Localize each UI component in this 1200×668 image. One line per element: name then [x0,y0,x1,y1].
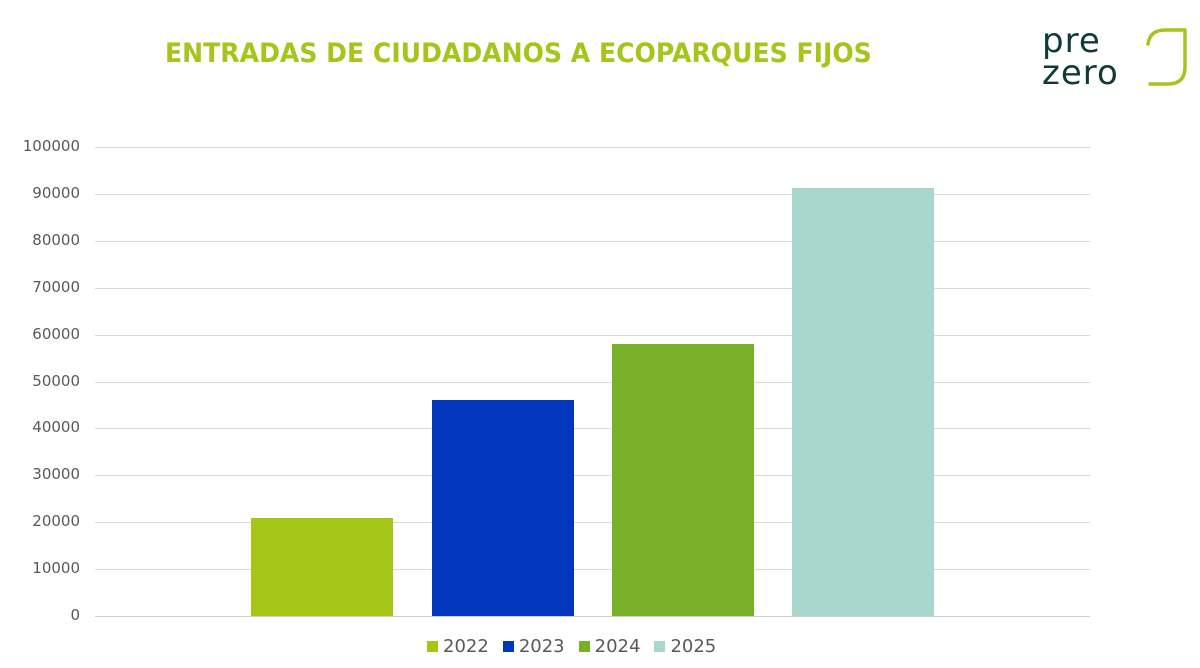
legend-item-2022[interactable]: 2022 [427,636,489,657]
y-tick-label: 60000 [32,324,80,343]
logo-text-zero: zero [1042,53,1119,92]
legend-item-2025[interactable]: 2025 [654,636,716,657]
gridline [95,428,1090,430]
y-tick-label: 40000 [32,418,80,437]
gridline [95,616,1090,617]
bar-2025[interactable] [792,187,934,616]
bar-2022[interactable] [251,518,393,616]
logo-text-pre: pre [1042,22,1101,61]
gridline [95,147,1090,148]
y-tick-label: 10000 [32,559,80,578]
legend-item-2023[interactable]: 2023 [502,636,565,657]
legend: 2022 2023 2024 2025 [427,636,730,657]
y-tick-label: 90000 [32,183,80,202]
gridline [95,569,1090,571]
gridline [95,240,1090,242]
legend-label: 2024 [594,636,641,657]
legend-swatch-icon [578,641,590,652]
legend-label: 2025 [670,636,717,657]
gridline [95,475,1090,477]
legend-label: 2022 [443,636,489,657]
legend-swatch-icon [654,641,666,652]
gridline [95,334,1090,336]
logo-leaf-icon [1146,28,1187,86]
gridline [95,287,1090,289]
chart-title: ENTRADAS DE CIUDADANOS A ECOPARQUES FIJO… [165,38,872,69]
legend-item-2024[interactable]: 2024 [578,636,641,657]
bar-2023[interactable] [432,400,574,616]
gridline [95,522,1090,524]
plot-area [95,147,1090,617]
y-tick-label: 70000 [32,277,80,296]
bar-2024[interactable] [612,343,754,616]
y-tick-label: 80000 [32,230,80,249]
y-tick-label: 30000 [32,465,80,484]
y-tick-label: 20000 [32,512,80,531]
legend-swatch-icon [427,641,438,652]
gridline [95,381,1090,383]
y-tick-label: 0 [70,606,80,624]
y-tick-label: 50000 [32,371,80,390]
gridline [95,193,1090,195]
legend-swatch-icon [502,641,514,652]
y-tick-label: 100000 [22,137,80,155]
prezero-logo: pre zero [1042,22,1187,92]
legend-label: 2023 [518,636,565,657]
